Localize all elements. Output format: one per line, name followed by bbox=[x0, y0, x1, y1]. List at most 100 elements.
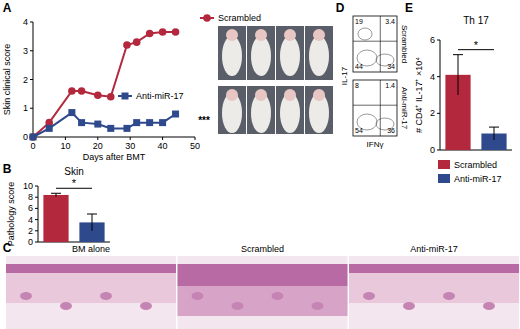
point bbox=[68, 109, 75, 116]
legend-marker bbox=[122, 93, 129, 100]
point bbox=[78, 119, 85, 126]
y-tick bbox=[35, 230, 38, 231]
x-tick-label: 30 bbox=[125, 141, 135, 151]
photo bbox=[305, 26, 333, 80]
plot-area bbox=[43, 193, 104, 242]
quadrant-value: 8 bbox=[355, 82, 359, 89]
error-cap bbox=[87, 214, 97, 215]
error-stem bbox=[494, 127, 495, 140]
follicle bbox=[272, 292, 284, 300]
epidermis bbox=[178, 264, 348, 286]
dermis bbox=[6, 273, 176, 303]
panel-title: Anti-miR-17 bbox=[410, 244, 458, 254]
error-bar bbox=[453, 55, 463, 95]
panel-letter: A bbox=[3, 1, 12, 15]
error-stem bbox=[56, 193, 57, 196]
error-cap bbox=[51, 193, 61, 194]
photo bbox=[247, 86, 275, 134]
epidermis bbox=[349, 264, 519, 273]
point bbox=[107, 93, 115, 101]
y-tick-label: 6 bbox=[430, 35, 435, 45]
epidermis bbox=[6, 264, 176, 273]
histology-image bbox=[349, 256, 519, 329]
x-tick-label: 20 bbox=[93, 141, 103, 151]
dermis bbox=[178, 286, 348, 316]
mouse bbox=[222, 36, 242, 76]
y-tick bbox=[437, 150, 440, 151]
y-tick-label: 3 bbox=[23, 46, 28, 56]
quadrant-value: 34 bbox=[387, 63, 395, 70]
follicle bbox=[20, 292, 32, 300]
y-tick-label: 1 bbox=[23, 103, 28, 113]
point bbox=[29, 133, 37, 141]
x-tick-label: 40 bbox=[158, 141, 168, 151]
point bbox=[146, 119, 153, 126]
x-tick-label: 0 bbox=[30, 141, 35, 151]
x-axis bbox=[33, 137, 195, 138]
point bbox=[30, 134, 37, 141]
point bbox=[94, 92, 102, 100]
plot-area bbox=[29, 28, 179, 141]
photo bbox=[305, 86, 333, 134]
y-tick bbox=[30, 22, 33, 23]
y-axis bbox=[38, 186, 39, 242]
mouse bbox=[309, 36, 329, 76]
mouse-head bbox=[284, 89, 296, 101]
y-axis bbox=[440, 40, 441, 150]
legend-swatch bbox=[438, 160, 450, 169]
y-tick-label: 0 bbox=[430, 145, 435, 155]
figure: A0123401020304050Days after BMTSkin clin… bbox=[0, 0, 520, 329]
mouse-head bbox=[226, 89, 238, 101]
point bbox=[146, 30, 154, 38]
point bbox=[107, 125, 114, 132]
y-tick bbox=[35, 219, 38, 220]
y-tick-label: 6 bbox=[28, 203, 33, 213]
point bbox=[172, 111, 179, 118]
y-tick bbox=[437, 76, 440, 77]
plot-name: Scrambled bbox=[400, 25, 409, 63]
quadrant-value: 19 bbox=[355, 18, 363, 25]
point bbox=[159, 28, 167, 36]
quadrant-value: 1.4 bbox=[385, 82, 395, 89]
series-line bbox=[33, 113, 176, 137]
point bbox=[123, 41, 131, 49]
series-line bbox=[33, 32, 176, 137]
photo bbox=[276, 86, 304, 134]
x-tick-label: 10 bbox=[60, 141, 70, 151]
histology-image bbox=[6, 256, 176, 329]
y-tick-label: 4 bbox=[430, 72, 435, 82]
x-tick bbox=[195, 137, 196, 140]
point bbox=[123, 125, 130, 132]
quadrant-line bbox=[353, 41, 397, 42]
follicle bbox=[232, 302, 244, 310]
flow-plot bbox=[353, 16, 397, 72]
y-axis-title: Pathology score bbox=[6, 182, 16, 247]
legend-label: Scrambled bbox=[454, 160, 497, 170]
error-cap bbox=[453, 54, 463, 55]
error-cap bbox=[489, 127, 499, 128]
legend-label: Anti-miR-17 bbox=[136, 91, 184, 101]
significance: * bbox=[72, 177, 77, 189]
point bbox=[46, 125, 53, 132]
panel-letter: C bbox=[3, 241, 12, 255]
y-tick bbox=[437, 40, 440, 41]
mouse-head bbox=[255, 89, 267, 101]
error-bar bbox=[87, 214, 97, 231]
quadrant-line bbox=[380, 80, 381, 136]
photo bbox=[276, 26, 304, 80]
panel-letter: E bbox=[405, 1, 413, 15]
point bbox=[172, 28, 180, 36]
error-bar bbox=[489, 127, 499, 140]
x-axis-title: IFNγ bbox=[367, 140, 384, 149]
mouse-head bbox=[284, 29, 296, 41]
error-stem bbox=[458, 55, 459, 95]
panel-title: BM alone bbox=[72, 244, 110, 254]
y-tick-label: 10 bbox=[23, 181, 33, 191]
quadrant-line bbox=[380, 16, 381, 72]
panel-title: Scrambled bbox=[241, 244, 284, 254]
y-tick bbox=[30, 108, 33, 109]
y-tick bbox=[30, 50, 33, 51]
follicle bbox=[363, 292, 375, 300]
quadrant-value: 54 bbox=[355, 127, 363, 134]
mouse-head bbox=[313, 29, 325, 41]
